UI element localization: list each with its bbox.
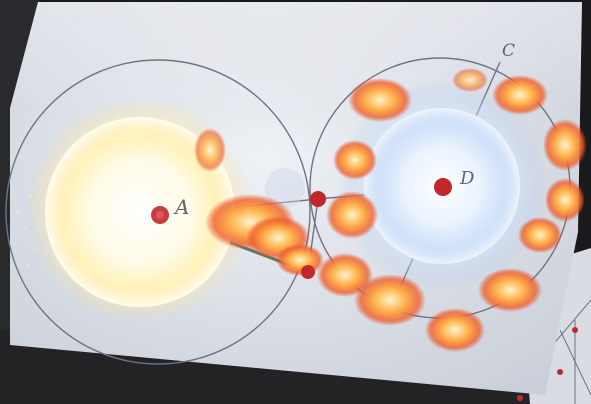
left-sparks (14, 106, 207, 266)
point-d-label: D (459, 168, 475, 189)
center-junction-dot (310, 191, 326, 207)
left-circle-outline (5, 59, 311, 365)
point-d-dot (434, 178, 452, 196)
flame-stream-left (194, 128, 324, 276)
point-c-label: C (502, 41, 515, 61)
flame-ring-right (317, 68, 587, 352)
point-a-label: A (173, 195, 189, 219)
point-a-highlight (156, 211, 164, 219)
lower-junction-dot (301, 265, 315, 279)
faint-bubble (265, 168, 305, 208)
